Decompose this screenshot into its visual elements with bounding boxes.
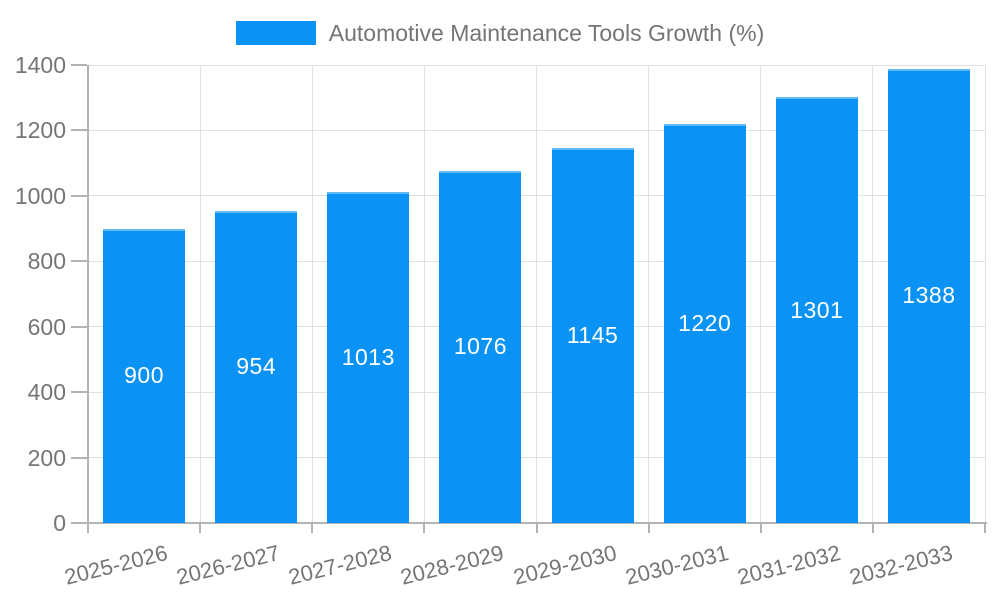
x-tick-6 [759,523,762,533]
x-tick-8 [984,523,986,533]
x-tick-4 [535,523,538,533]
bar-2027-2028[interactable]: 1013 [327,191,410,523]
legend-label: Automotive Maintenance Tools Growth (%) [328,20,765,46]
bar-value-label: 954 [236,353,277,380]
bar-2031-2032[interactable]: 1301 [775,97,858,523]
bar-2028-2029[interactable]: 1076 [439,170,522,523]
x-tick-3 [423,523,426,533]
bar-value-label: 1301 [790,296,844,323]
y-tick-0 [71,522,87,524]
y-axis-label-1400: 1400 [14,52,66,78]
gridline-x-3 [423,65,425,523]
y-tick-1000 [71,194,87,197]
bar-2030-2031[interactable]: 1220 [663,123,746,523]
gridline-x-8 [984,65,986,523]
x-tick-1 [199,523,202,533]
x-tick-2 [311,523,314,533]
bar-2026-2027[interactable]: 954 [215,210,298,523]
x-tick-5 [647,523,650,533]
y-axis-label-400: 400 [27,379,66,406]
bar-value-label: 1013 [341,343,395,370]
bar-2029-2030[interactable]: 1145 [551,148,634,523]
legend-item[interactable]: Automotive Maintenance Tools Growth (%) [0,21,1000,45]
gridline-x-2 [311,65,313,523]
y-tick-400 [71,391,87,394]
gridline-x-6 [760,65,762,523]
x-tick-7 [871,523,874,533]
y-axis-label-600: 600 [27,313,66,340]
gridline-x-5 [648,65,650,523]
bar-2025-2026[interactable]: 900 [103,228,186,523]
y-tick-800 [71,260,87,263]
bar-value-label: 1145 [566,322,619,349]
y-axis-label-1200: 1200 [14,117,66,144]
y-tick-200 [71,456,87,459]
bar-value-label: 1076 [453,333,508,360]
gridline-x-7 [872,65,874,523]
gridline-x-1 [199,65,201,523]
gridline-x-4 [536,65,537,523]
x-tick-0 [87,523,89,533]
y-tick-600 [71,325,87,328]
bar-value-label: 1388 [902,282,956,309]
x-axis-line [88,522,987,524]
y-axis-label-0: 0 [53,510,66,536]
y-axis-line [86,65,89,523]
y-tick-1400 [71,64,87,66]
bar-2032-2033[interactable]: 1388 [887,68,970,523]
y-axis-label-800: 800 [27,248,66,275]
y-axis-label-1000: 1000 [14,182,66,209]
y-tick-1200 [71,129,87,132]
bar-value-label: 1220 [678,309,732,336]
bar-value-label: 900 [124,362,164,389]
legend-swatch [235,21,316,45]
y-axis-label-200: 200 [27,444,66,471]
